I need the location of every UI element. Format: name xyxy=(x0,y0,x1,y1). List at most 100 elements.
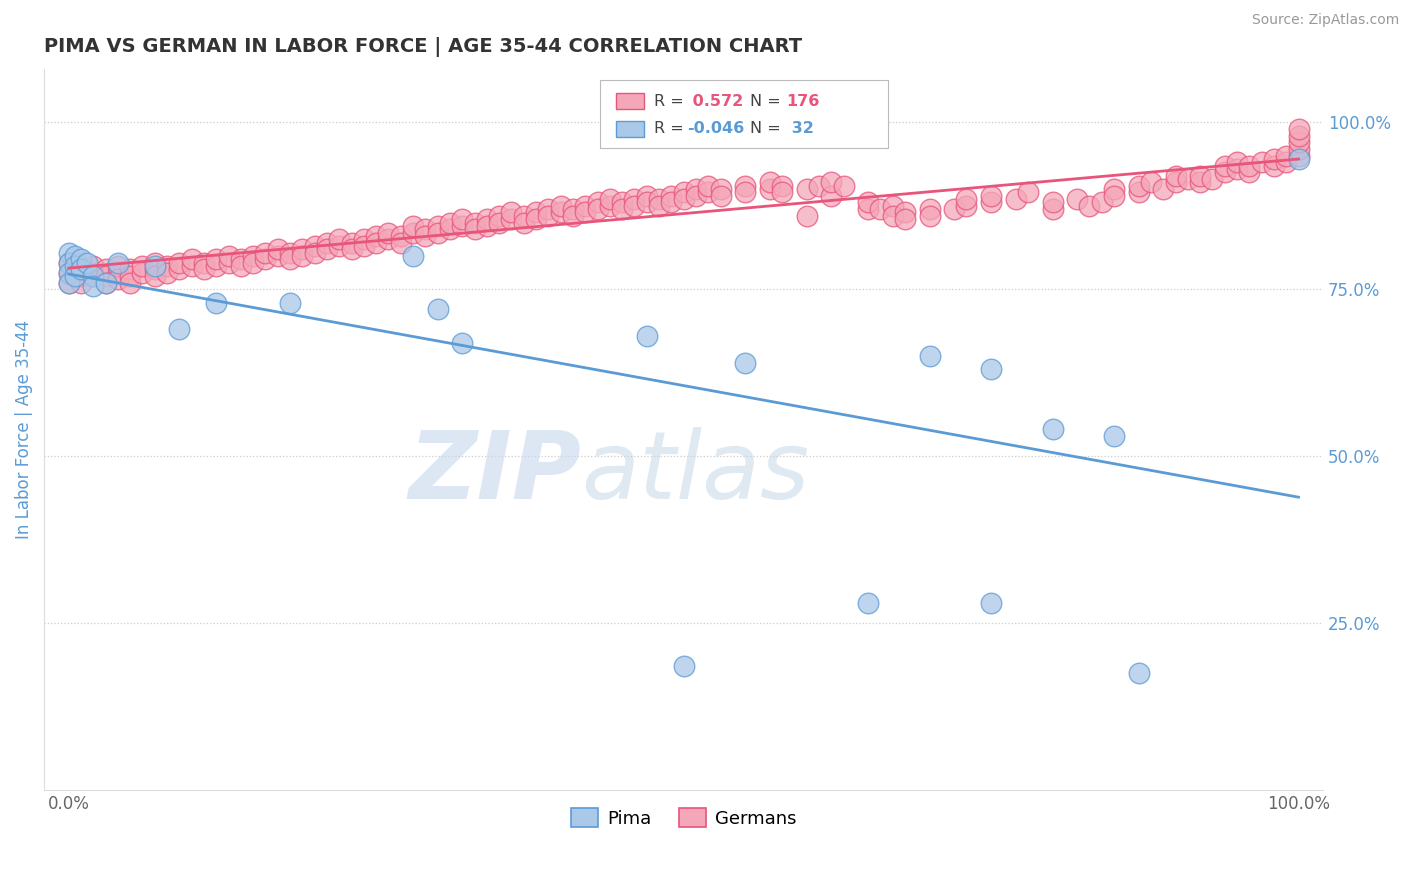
Point xyxy=(1102,182,1125,196)
Point xyxy=(513,209,536,223)
Point xyxy=(143,268,166,283)
Point xyxy=(107,259,129,273)
Point xyxy=(501,212,523,227)
Point xyxy=(70,252,93,267)
Point xyxy=(267,249,290,263)
Point xyxy=(254,245,277,260)
Point xyxy=(894,205,917,219)
Point xyxy=(980,189,1002,203)
Point xyxy=(70,276,93,290)
Point xyxy=(1239,165,1261,179)
Point xyxy=(464,222,486,236)
Point xyxy=(316,242,339,256)
Point xyxy=(94,268,117,283)
Point xyxy=(1189,169,1212,183)
Point xyxy=(955,192,977,206)
Point xyxy=(156,259,179,273)
Point xyxy=(561,209,583,223)
Point xyxy=(291,249,314,263)
Point xyxy=(63,268,86,283)
Point xyxy=(242,249,264,263)
Point xyxy=(82,259,104,273)
Point xyxy=(439,222,461,236)
Point xyxy=(475,212,498,227)
Point xyxy=(648,199,671,213)
Point xyxy=(402,249,425,263)
Point xyxy=(1177,172,1199,186)
Point xyxy=(94,262,117,277)
Point xyxy=(1164,169,1187,183)
Point xyxy=(193,262,215,277)
Point xyxy=(426,302,449,317)
Point xyxy=(1226,155,1249,169)
Point xyxy=(366,235,388,250)
Point xyxy=(980,362,1002,376)
Point xyxy=(672,192,695,206)
Point xyxy=(426,219,449,233)
Point xyxy=(599,192,621,206)
Point xyxy=(70,262,93,277)
Point xyxy=(169,262,191,277)
Point xyxy=(426,226,449,240)
Point xyxy=(550,205,572,219)
Point xyxy=(1017,186,1039,200)
Point xyxy=(229,252,252,267)
FancyBboxPatch shape xyxy=(616,94,644,110)
Point xyxy=(1288,122,1310,136)
Point xyxy=(70,268,93,283)
Point xyxy=(1275,149,1298,163)
Point xyxy=(169,255,191,269)
Point xyxy=(488,215,510,229)
Point xyxy=(389,228,412,243)
Point xyxy=(242,255,264,269)
Point xyxy=(882,199,904,213)
Point xyxy=(599,199,621,213)
Point xyxy=(58,245,80,260)
Text: R =: R = xyxy=(654,121,689,136)
Point xyxy=(205,259,228,273)
Point xyxy=(610,195,633,210)
Point xyxy=(131,266,153,280)
Point xyxy=(82,266,104,280)
Point xyxy=(389,235,412,250)
Point xyxy=(316,235,339,250)
Point xyxy=(636,329,658,343)
Point xyxy=(685,182,707,196)
Point xyxy=(513,215,536,229)
Point xyxy=(623,199,645,213)
Point xyxy=(1189,176,1212,190)
Point xyxy=(451,335,474,350)
Point xyxy=(131,259,153,273)
Text: atlas: atlas xyxy=(581,427,810,518)
Point xyxy=(58,266,80,280)
Point xyxy=(58,266,80,280)
Point xyxy=(1250,155,1272,169)
Point xyxy=(1042,422,1064,436)
Point xyxy=(169,322,191,336)
Text: 0.572: 0.572 xyxy=(688,94,744,109)
Point xyxy=(143,262,166,277)
Point xyxy=(1140,176,1163,190)
Point xyxy=(524,212,547,227)
Point xyxy=(1066,192,1088,206)
Point xyxy=(439,215,461,229)
Point xyxy=(734,178,756,193)
Point xyxy=(94,276,117,290)
Point xyxy=(1263,159,1285,173)
Point xyxy=(451,219,474,233)
Point xyxy=(807,178,830,193)
Point xyxy=(70,262,93,277)
Point xyxy=(1128,178,1150,193)
Point xyxy=(107,255,129,269)
Text: 176: 176 xyxy=(786,94,820,109)
Point xyxy=(734,356,756,370)
Point xyxy=(63,259,86,273)
Point xyxy=(955,199,977,213)
Point xyxy=(193,255,215,269)
Point xyxy=(820,189,842,203)
Point xyxy=(402,226,425,240)
Point xyxy=(1164,176,1187,190)
Point xyxy=(856,202,879,216)
Point xyxy=(820,176,842,190)
Point xyxy=(856,195,879,210)
